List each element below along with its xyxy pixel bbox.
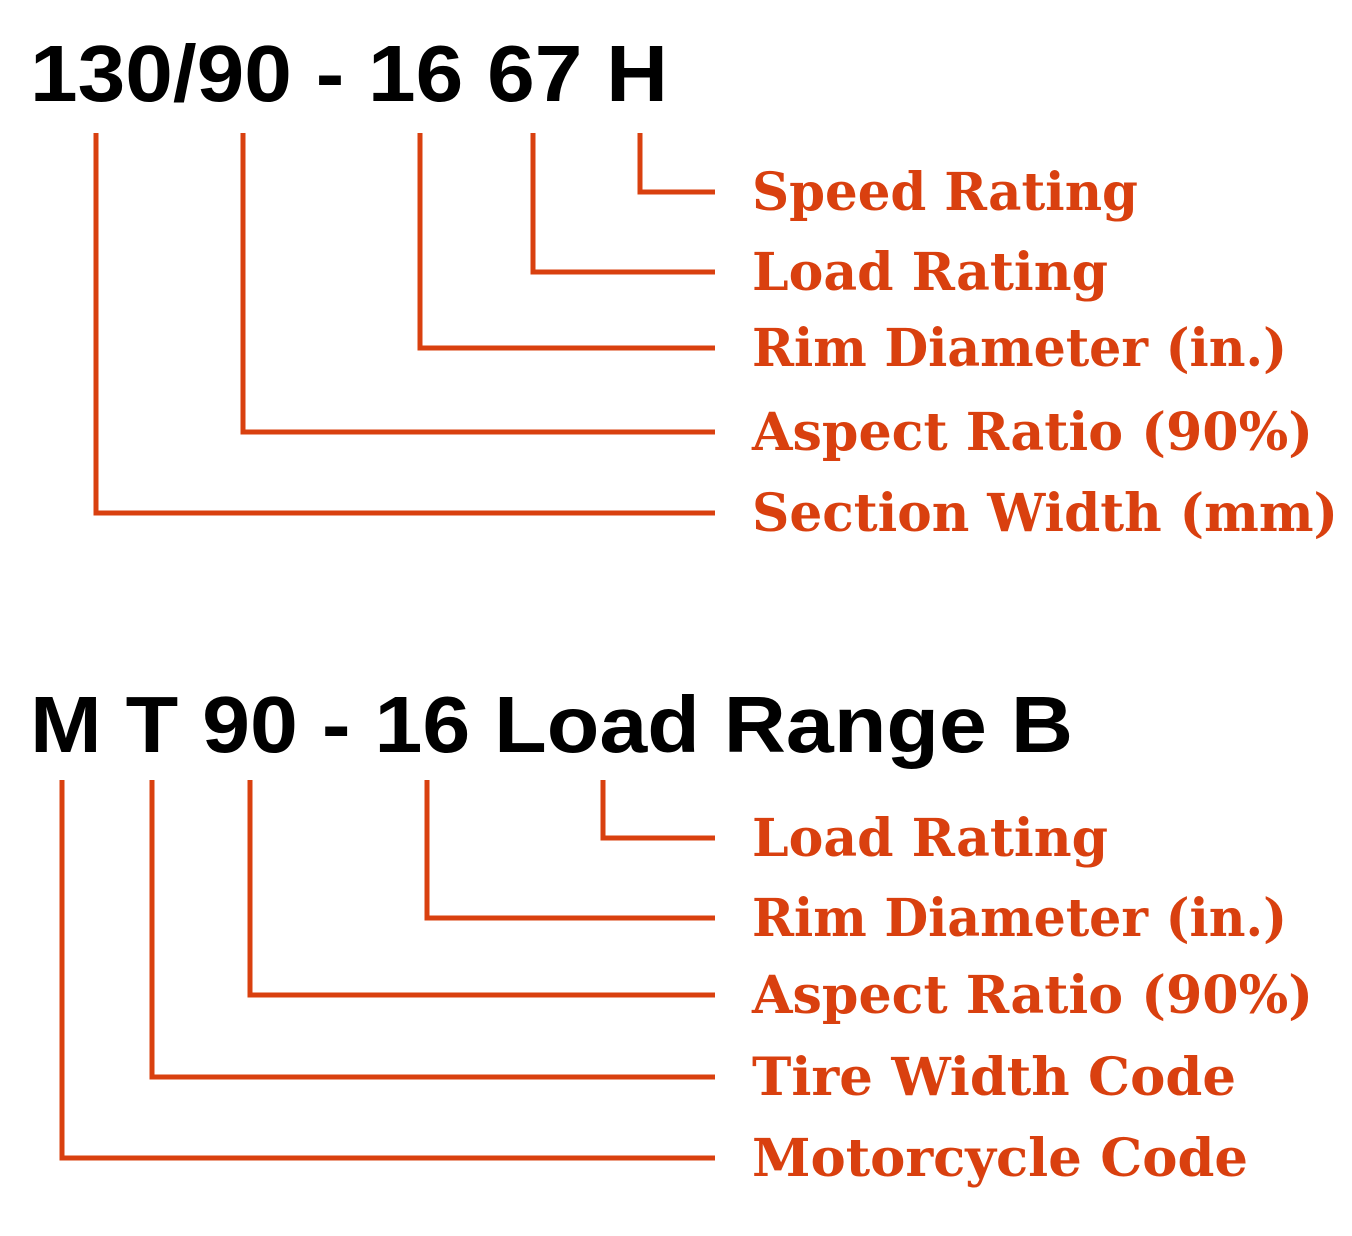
connector-line [240,133,715,435]
callout-label: Load Rating [752,242,1108,303]
connector-line [424,780,715,921]
connector-line [417,133,715,351]
callout-label: Speed Rating [752,162,1138,223]
tire-code-1: 130/90 - 16 67 H [30,29,668,118]
callout-label: Aspect Ratio (90%) [751,965,1313,1026]
callouts-1: Speed Rating Load Rating Rim Diameter (in.… [93,133,1338,544]
connector-line [600,780,715,841]
callout-label: Rim Diameter (in.) [752,888,1287,949]
callout-label: Section Width (mm) [752,483,1338,544]
connector-line [93,133,715,516]
connector-line [637,133,715,195]
connector-line [59,780,715,1161]
connector-line [247,780,715,998]
connector-line [149,780,715,1080]
callout-label: Aspect Ratio (90%) [751,402,1313,463]
callout-label: Motorcycle Code [752,1128,1248,1189]
connector-line [530,133,715,275]
callout-label: Rim Diameter (in.) [752,318,1287,379]
callouts-2: Load Rating Rim Diameter (in.) Aspect Rati… [59,780,1313,1189]
callout-label: Tire Width Code [752,1047,1236,1108]
callout-label: Load Rating [752,808,1108,869]
tire-code-2: M T 90 - 16 Load Range B [30,680,1073,769]
